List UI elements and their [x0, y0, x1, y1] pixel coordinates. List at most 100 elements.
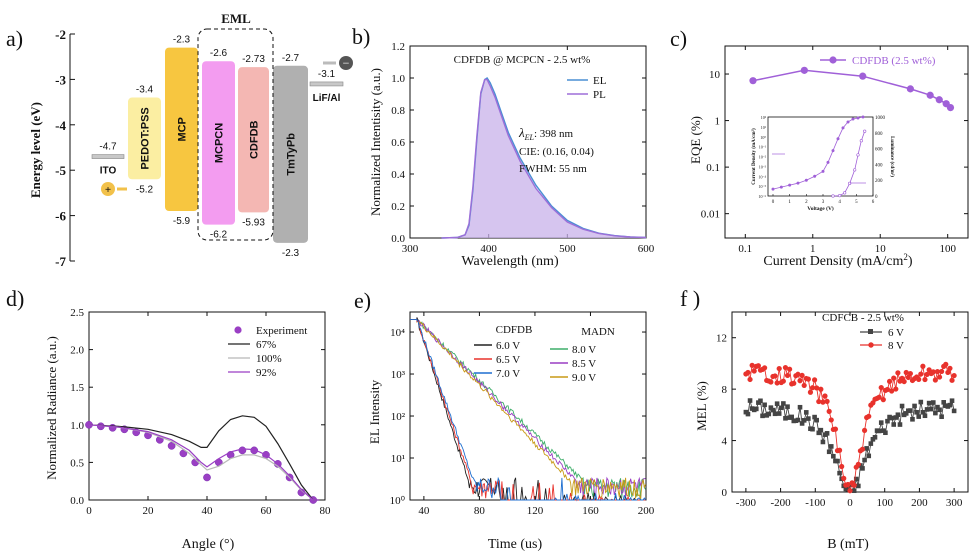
- inset-current-point: [821, 169, 825, 173]
- mel-6v-point: [803, 410, 809, 415]
- b-ylabel: Normalized Intentisity (a.u.): [368, 68, 383, 216]
- inset-current-point: [831, 149, 835, 153]
- mel-8v-point: [916, 376, 922, 382]
- c-ytick-label: 10: [709, 69, 721, 81]
- eqe-point: [946, 103, 955, 112]
- inset-luminance-point: [863, 129, 867, 133]
- legend-100pct-label: 100%: [256, 353, 282, 365]
- f-ytick-label: 4: [722, 436, 728, 448]
- f-ylabel: MEL (%): [694, 381, 709, 431]
- panel-label-b: b): [352, 24, 370, 49]
- legend-70V-label: 7.0 V: [496, 368, 520, 380]
- eqe-point: [749, 77, 757, 85]
- mel-6v-point: [781, 401, 786, 406]
- inset-yright-label: 200: [875, 179, 883, 184]
- mel-6v-point: [851, 488, 857, 494]
- spectrum-plot: 300 400 500 600 0.0 0.2 0.4 0.6 0.8 1.0 1.2: [391, 41, 655, 255]
- mel-6v-point: [806, 416, 811, 421]
- inset-current-point: [856, 116, 860, 120]
- mel-8v-point: [903, 369, 909, 376]
- inset-current-point: [851, 117, 855, 121]
- f-xtick-label: -100: [805, 497, 826, 509]
- d-ytick-label: 0.0: [70, 495, 84, 507]
- b-ytick-label: 1.0: [391, 73, 405, 85]
- inset-current-point: [796, 181, 800, 185]
- b-legend: EL PL: [567, 75, 607, 101]
- c-xtick-label: 1: [810, 243, 816, 255]
- mel-8v-point: [878, 384, 884, 391]
- legend-85V-label: 8.5 V: [572, 358, 596, 370]
- mel-8v-point: [787, 366, 793, 372]
- mel-8v-point: [751, 368, 757, 374]
- mel-8v-point: [939, 368, 945, 375]
- mel-8v-point: [893, 386, 899, 392]
- energy-tick-label: -4: [55, 118, 66, 133]
- inset-yright-label: 800: [875, 132, 883, 137]
- layer-ito: [91, 154, 125, 159]
- experiment-point: [167, 442, 176, 450]
- mel-8v-point: [797, 378, 803, 384]
- b-ytick-label: 0.0: [391, 233, 405, 245]
- mel-6v-point: [812, 414, 817, 420]
- mel-8v-point: [922, 376, 928, 383]
- e-xtick-label: 80: [474, 505, 486, 517]
- f-xtick-label: 0: [847, 497, 853, 509]
- eqe-point: [926, 91, 934, 99]
- mel-6v-point: [872, 435, 878, 440]
- mel-6v-point: [876, 428, 882, 434]
- mel-8v-point: [780, 378, 786, 384]
- simulation-92pct-line: [88, 424, 320, 501]
- energy-tick-label: -2: [55, 27, 66, 42]
- inset-ylabel-left: Current Density (mA/cm²): [751, 128, 757, 185]
- mel-8v-point: [836, 447, 843, 453]
- inset-luminance-point: [856, 153, 860, 157]
- mel-6v-point: [772, 411, 778, 417]
- mel-8v-point: [784, 372, 791, 379]
- d-xtick-label: 20: [143, 505, 155, 517]
- inset-yright-label: 0: [875, 195, 878, 200]
- b-xlabel: Wavelength (nm): [461, 254, 559, 269]
- mel-8v-point: [947, 365, 953, 371]
- c-xlabel: Current Density (mA/cm2): [763, 252, 912, 269]
- eqe-point: [906, 85, 914, 93]
- mel-6v-point: [947, 402, 953, 408]
- b-title: CDFDB @ MCPCN - 2.5 wt%: [454, 54, 591, 66]
- inset-ylabel-right: Luminance (cd/m²): [889, 136, 895, 177]
- b-annot-lambda: λEL: 398 nm: [518, 125, 574, 142]
- d-xtick-label: 80: [320, 505, 332, 517]
- mel-plot: -300 -200 -100 0 100 200 300 0 4 8 12: [716, 311, 969, 509]
- series-pl-line: [441, 78, 647, 239]
- mel-6v-point: [774, 401, 780, 406]
- mel-6v-point: [856, 483, 861, 489]
- e-legend: CDFDB MADN 6.0 V 6.5 V 7.0 V 8.0 V 8.5 V 9.0 V: [474, 324, 615, 384]
- mel-6v-point: [939, 414, 944, 420]
- mel-6v-point: [753, 406, 759, 412]
- mel-6v-point: [816, 430, 822, 436]
- mel-8v-point: [782, 364, 789, 371]
- mel-6v-point: [770, 407, 776, 413]
- inset-current-point: [846, 120, 850, 124]
- mel-6v-point: [831, 453, 836, 459]
- mel-8v-point: [886, 378, 893, 385]
- mel-6v-point: [951, 408, 957, 414]
- mel-8v-point: [772, 373, 778, 379]
- mel-6v-point: [908, 408, 913, 413]
- panel-label-e: e): [354, 288, 371, 313]
- legend-90V-label: 9.0 V: [572, 372, 596, 384]
- f-title: CDFCB - 2.5 wt%: [822, 312, 904, 324]
- f-xtick-label: -300: [736, 497, 757, 509]
- inset-yleft-label: 10⁻²: [759, 155, 767, 160]
- mel-6v-point: [745, 411, 751, 417]
- mel-8v-point: [920, 363, 926, 369]
- mel-8v-point: [866, 413, 872, 419]
- e-ytick-label: 10³: [391, 369, 406, 381]
- mel-8v-point: [768, 379, 774, 385]
- mel-6v-point: [920, 409, 926, 415]
- f-xtick-label: -200: [771, 497, 792, 509]
- mel-6v-point: [820, 439, 826, 445]
- mel-8v-point: [932, 377, 938, 383]
- mel-8v-point: [889, 388, 895, 394]
- inset-current-point: [861, 115, 865, 119]
- mel-6v-point: [818, 427, 824, 433]
- eqe-point: [800, 66, 808, 74]
